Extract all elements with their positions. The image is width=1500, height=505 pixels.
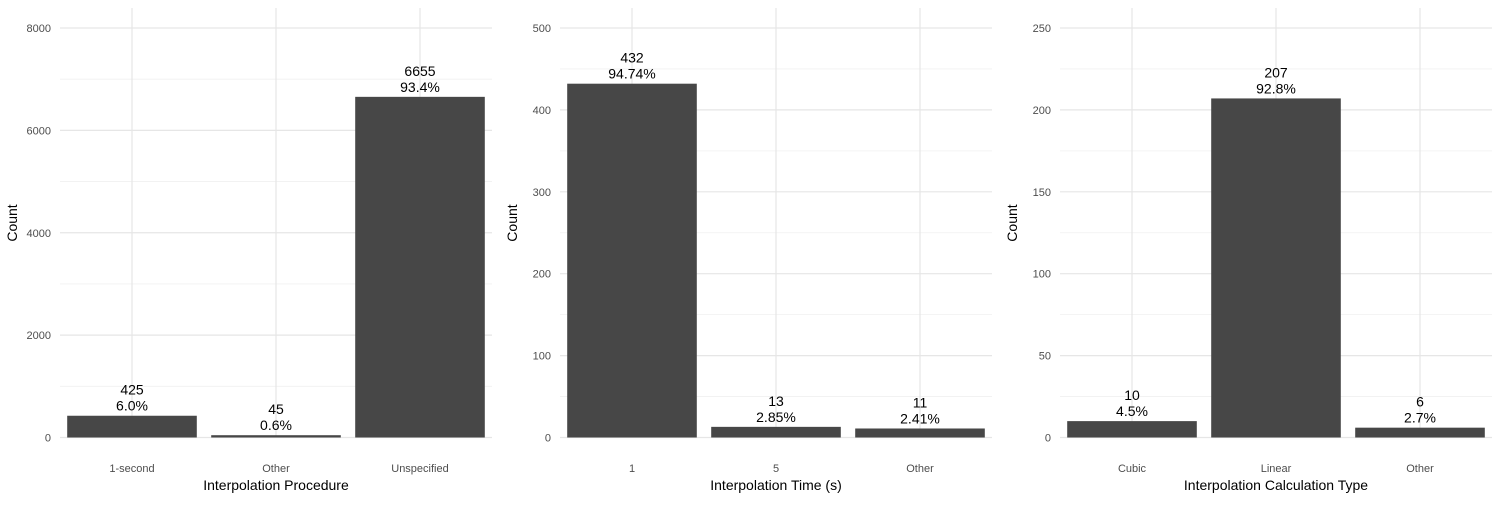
bar-count-label: 13 — [768, 393, 784, 409]
y-tick-label: 6000 — [27, 125, 51, 137]
y-tick-label: 100 — [1033, 269, 1051, 281]
x-tick-label: 1 — [629, 463, 635, 475]
y-tick-label: 2000 — [27, 330, 51, 342]
y-tick-label: 50 — [1039, 351, 1051, 363]
x-axis-title: Interpolation Procedure — [203, 477, 349, 493]
bar-count-label: 432 — [620, 50, 644, 66]
bar-percent-label: 0.6% — [260, 417, 292, 433]
y-tick-label: 100 — [533, 351, 551, 363]
y-tick-label: 500 — [533, 23, 551, 35]
bar-unspecified — [355, 96, 485, 438]
x-axis-title: Interpolation Calculation Type — [1184, 477, 1368, 493]
y-axis-title: Count — [504, 204, 520, 241]
bar-percent-label: 93.4% — [400, 79, 440, 95]
bar-percent-label: 94.74% — [608, 66, 655, 82]
y-axis-title: Count — [1004, 204, 1020, 241]
bar-percent-label: 2.41% — [900, 410, 940, 426]
y-tick-label: 0 — [45, 433, 51, 445]
y-tick-label: 400 — [533, 105, 551, 117]
x-tick-label: Other — [906, 463, 934, 475]
x-tick-label: Cubic — [1118, 463, 1147, 475]
bar-linear — [1211, 98, 1341, 438]
y-tick-label: 200 — [1033, 105, 1051, 117]
bar-count-label: 10 — [1124, 387, 1140, 403]
y-tick-label: 0 — [545, 433, 551, 445]
x-tick-label: Other — [262, 463, 290, 475]
bar-count-label: 6 — [1416, 394, 1424, 410]
bar-other — [1355, 427, 1485, 438]
bar-5 — [711, 426, 841, 438]
bar-count-label: 207 — [1264, 64, 1288, 80]
bar-percent-label: 2.85% — [756, 409, 796, 425]
bar-percent-label: 6.0% — [116, 398, 148, 414]
y-tick-label: 8000 — [27, 23, 51, 35]
bar-count-label: 425 — [120, 382, 144, 398]
bar-count-label: 6655 — [404, 63, 435, 79]
y-tick-label: 300 — [533, 187, 551, 199]
y-tick-label: 150 — [1033, 187, 1051, 199]
bar-1-second — [67, 415, 197, 438]
x-tick-label: Unspecified — [391, 463, 448, 475]
x-tick-label: Linear — [1261, 463, 1292, 475]
x-tick-label: 1-second — [109, 463, 154, 475]
y-tick-label: 200 — [533, 269, 551, 281]
bar-percent-label: 2.7% — [1404, 410, 1436, 426]
bar-other — [855, 428, 985, 438]
y-axis-title: Count — [4, 204, 20, 241]
bar-1 — [567, 83, 697, 438]
bar-cubic — [1067, 421, 1197, 438]
bar-count-label: 11 — [913, 394, 928, 410]
x-tick-label: 5 — [773, 463, 779, 475]
bar-percent-label: 92.8% — [1256, 80, 1296, 96]
bar-count-label: 45 — [268, 401, 284, 417]
bar-percent-label: 4.5% — [1116, 403, 1148, 419]
x-tick-label: Other — [1406, 463, 1434, 475]
y-tick-label: 4000 — [27, 228, 51, 240]
x-axis-title: Interpolation Time (s) — [710, 477, 842, 493]
bar-other — [211, 435, 341, 438]
y-tick-label: 250 — [1033, 23, 1051, 35]
y-tick-label: 0 — [1045, 433, 1051, 445]
